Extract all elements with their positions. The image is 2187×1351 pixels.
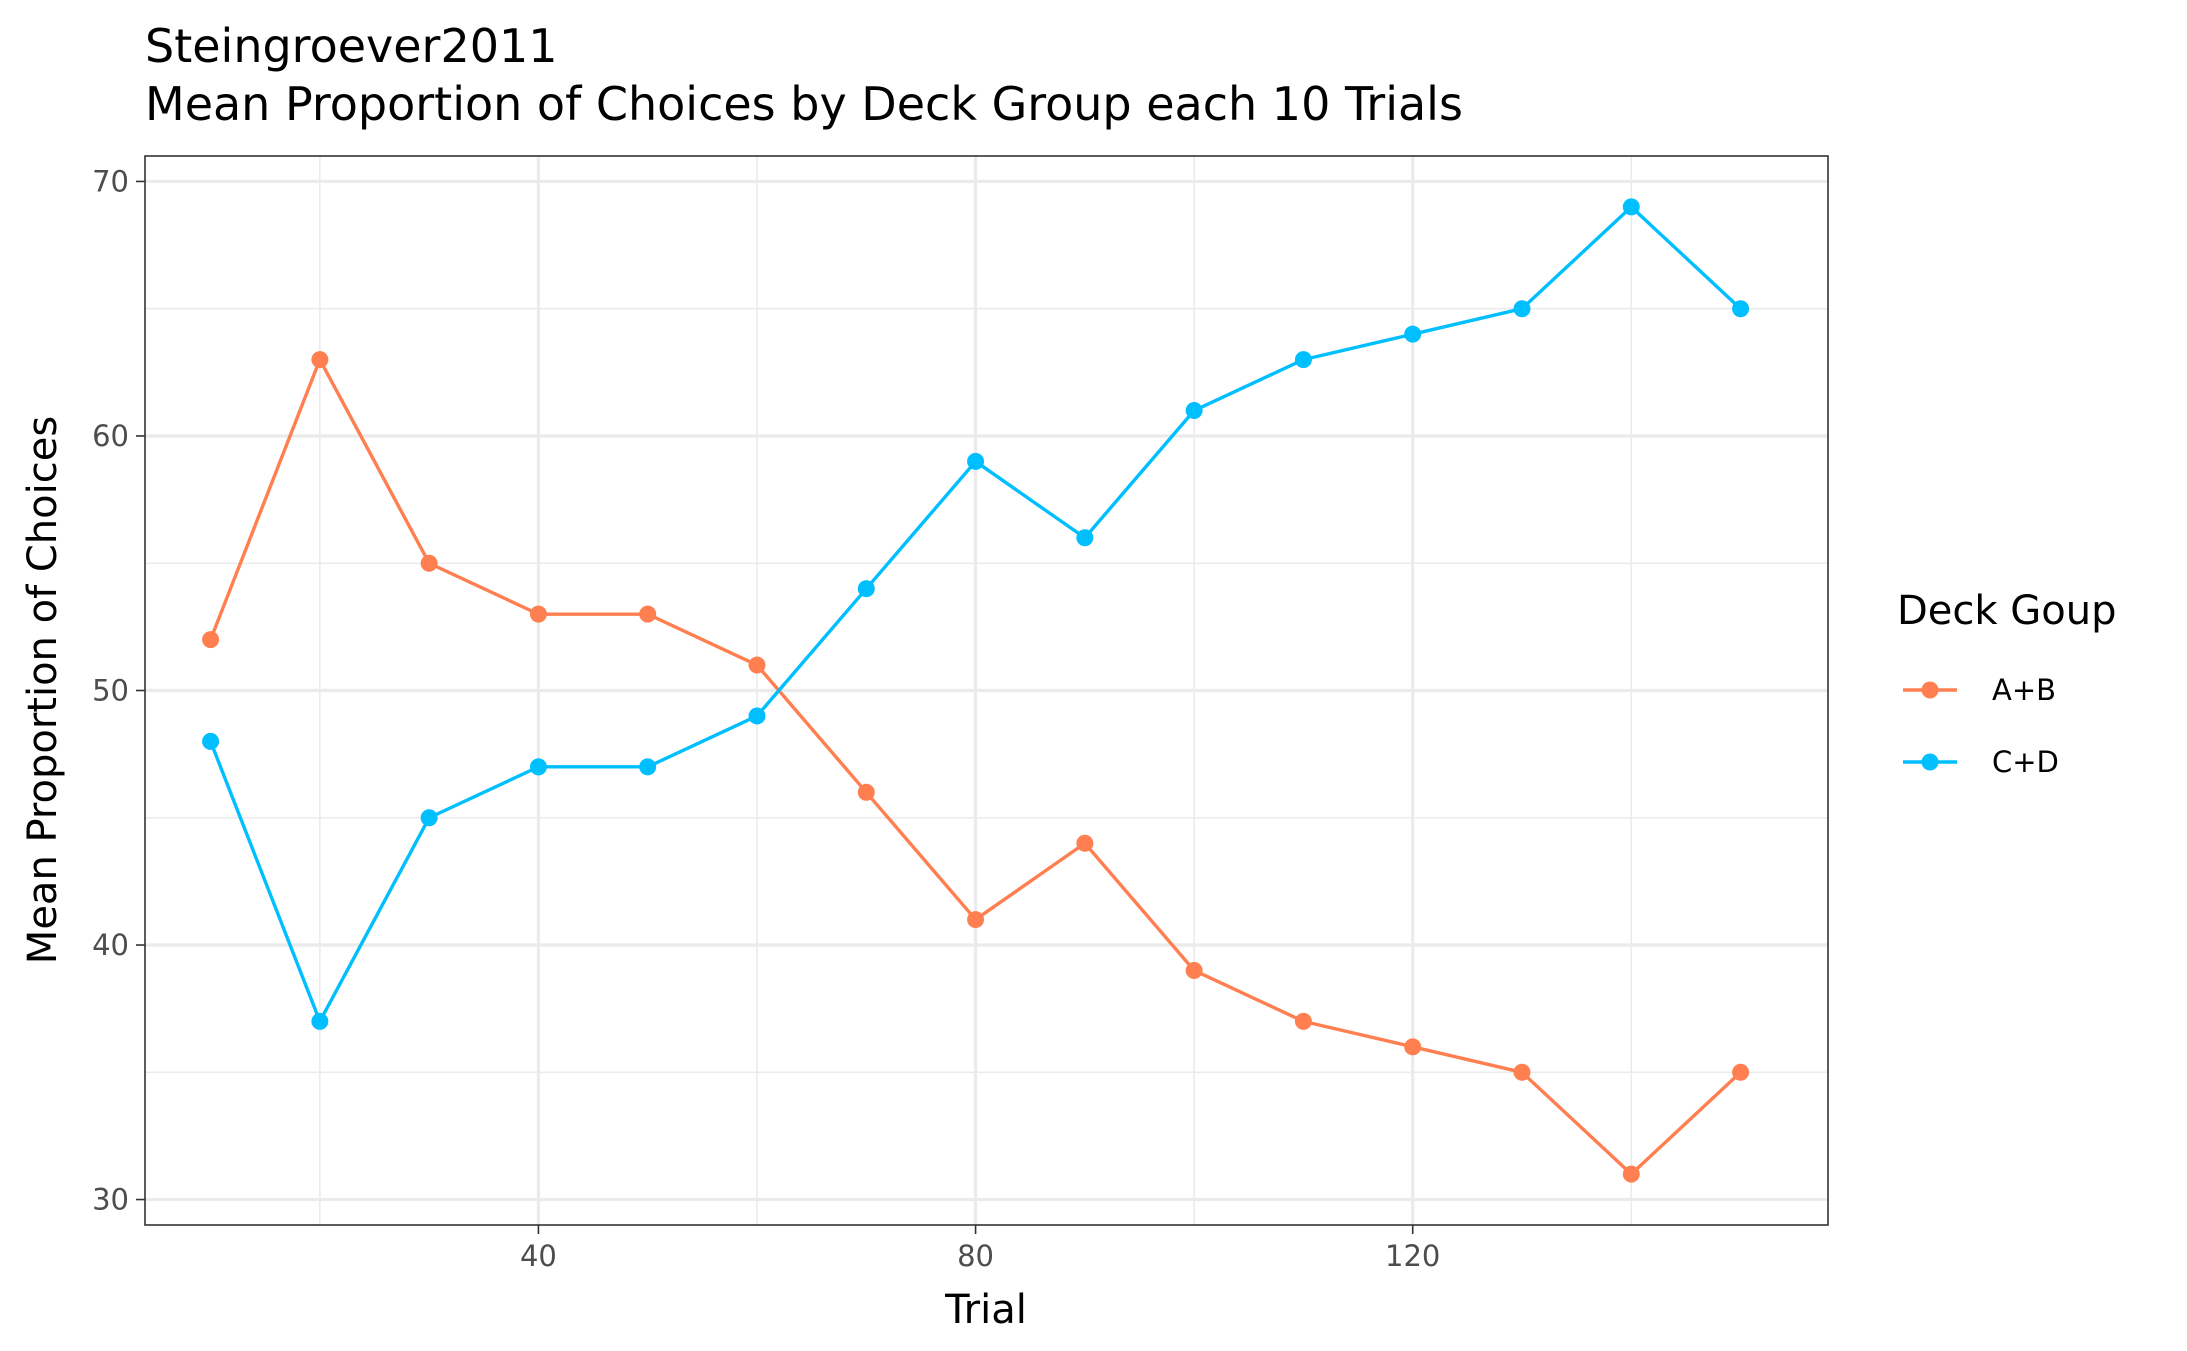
- y-axis-title: Mean Proportion of Choices: [20, 416, 66, 964]
- legend-key-point-a-b: [1921, 681, 1939, 699]
- x-axis-title: Trial: [944, 1287, 1027, 1333]
- data-point-a-b: [529, 605, 547, 623]
- plot-panel: [144, 155, 1829, 1226]
- x-tick-label: 80: [957, 1239, 994, 1273]
- data-point-a-b: [1404, 1038, 1422, 1056]
- legend-items: A+B C+D: [1903, 673, 2059, 779]
- y-tick-label: 40: [92, 928, 129, 962]
- data-point-a-b: [1185, 961, 1203, 979]
- data-point-a-b: [202, 631, 220, 649]
- series-points: [202, 198, 1750, 1183]
- chart-subtitle: Mean Proportion of Choices by Deck Group…: [145, 77, 1463, 131]
- data-point-a-b: [311, 351, 329, 369]
- y-tick-label: 70: [92, 164, 129, 198]
- data-point-c-d: [1404, 325, 1422, 343]
- data-point-c-d: [1732, 300, 1750, 318]
- legend: Deck Goup A+B C+D: [1897, 588, 2117, 779]
- data-point-a-b: [748, 656, 766, 674]
- data-point-c-d: [857, 580, 875, 598]
- legend-title: Deck Goup: [1897, 588, 2117, 634]
- data-point-a-b: [967, 911, 985, 929]
- data-point-a-b: [1622, 1165, 1640, 1183]
- data-point-c-d: [202, 732, 220, 750]
- y-tick-label: 30: [92, 1183, 129, 1217]
- data-point-a-b: [420, 554, 438, 572]
- data-point-a-b: [639, 605, 657, 623]
- chart-title: Steingroever2011: [145, 19, 558, 73]
- data-point-c-d: [748, 707, 766, 725]
- y-tick-label: 60: [92, 419, 129, 453]
- data-point-c-d: [1076, 529, 1094, 547]
- data-point-c-d: [1294, 351, 1312, 369]
- x-tick-label: 120: [1385, 1239, 1440, 1273]
- data-point-c-d: [639, 758, 657, 776]
- y-tick-label: 50: [92, 674, 129, 708]
- legend-key-point-c-d: [1921, 753, 1939, 771]
- data-point-c-d: [529, 758, 547, 776]
- y-axis-ticks: 30 40 50 60 70: [92, 164, 145, 1217]
- data-point-a-b: [1294, 1012, 1312, 1030]
- data-point-c-d: [311, 1012, 329, 1030]
- data-point-c-d: [1622, 198, 1640, 216]
- x-tick-label: 40: [520, 1239, 557, 1273]
- x-axis-ticks: 40 80 120: [520, 1225, 1440, 1273]
- data-point-a-b: [1076, 834, 1094, 852]
- data-point-a-b: [1513, 1063, 1531, 1081]
- data-point-c-d: [1185, 402, 1203, 420]
- legend-label-a-b: A+B: [1992, 673, 2056, 707]
- data-point-c-d: [967, 452, 985, 470]
- data-point-c-d: [1513, 300, 1531, 318]
- data-point-a-b: [1732, 1063, 1750, 1081]
- legend-label-c-d: C+D: [1992, 745, 2059, 779]
- data-point-a-b: [857, 783, 875, 801]
- data-point-c-d: [420, 809, 438, 827]
